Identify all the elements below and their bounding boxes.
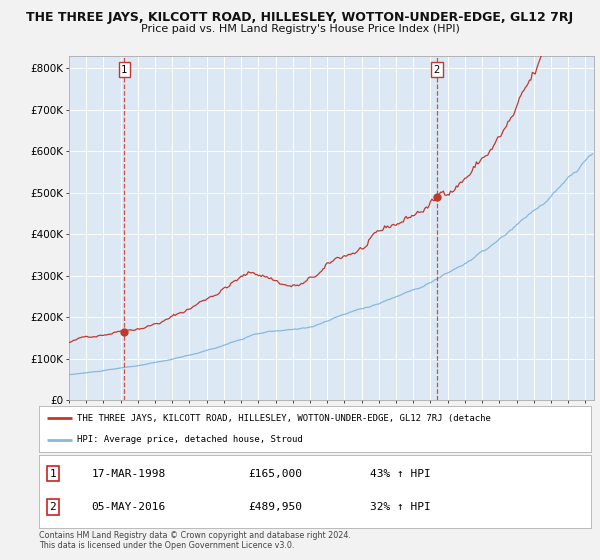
Text: 1: 1 bbox=[49, 469, 56, 479]
Text: £165,000: £165,000 bbox=[249, 469, 303, 479]
Text: 43% ↑ HPI: 43% ↑ HPI bbox=[370, 469, 431, 479]
Text: THE THREE JAYS, KILCOTT ROAD, HILLESLEY, WOTTON-UNDER-EDGE, GL12 7RJ (detache: THE THREE JAYS, KILCOTT ROAD, HILLESLEY,… bbox=[77, 414, 490, 423]
Text: 2: 2 bbox=[49, 502, 56, 512]
Text: 17-MAR-1998: 17-MAR-1998 bbox=[91, 469, 166, 479]
Text: Contains HM Land Registry data © Crown copyright and database right 2024.
This d: Contains HM Land Registry data © Crown c… bbox=[39, 531, 351, 550]
Text: 1: 1 bbox=[121, 64, 127, 74]
Text: 2: 2 bbox=[434, 64, 440, 74]
Text: 32% ↑ HPI: 32% ↑ HPI bbox=[370, 502, 431, 512]
Text: £489,950: £489,950 bbox=[249, 502, 303, 512]
Text: Price paid vs. HM Land Registry's House Price Index (HPI): Price paid vs. HM Land Registry's House … bbox=[140, 24, 460, 34]
Text: THE THREE JAYS, KILCOTT ROAD, HILLESLEY, WOTTON-UNDER-EDGE, GL12 7RJ: THE THREE JAYS, KILCOTT ROAD, HILLESLEY,… bbox=[26, 11, 574, 24]
Text: HPI: Average price, detached house, Stroud: HPI: Average price, detached house, Stro… bbox=[77, 435, 302, 444]
Text: 05-MAY-2016: 05-MAY-2016 bbox=[91, 502, 166, 512]
